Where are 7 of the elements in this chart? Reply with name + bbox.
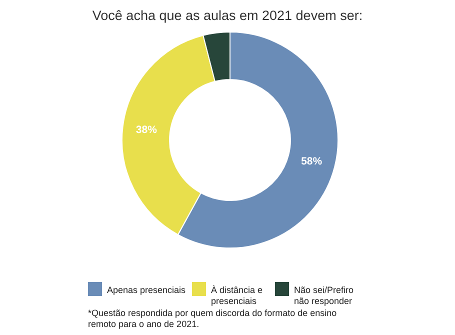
chart-title: Você acha que as aulas em 2021 devem ser: xyxy=(92,8,363,23)
data-label: 58% xyxy=(301,156,323,168)
legend-label: À distância e presenciais xyxy=(211,285,263,306)
legend-label: Não sei/Prefiro não responder xyxy=(294,285,354,306)
data-label: 38% xyxy=(136,124,158,136)
text: *Questão respondida por quem discorda do formato de ensino remoto para o ano de 2021. xyxy=(88,308,337,329)
legend-label: Apenas presenciais xyxy=(107,285,186,295)
